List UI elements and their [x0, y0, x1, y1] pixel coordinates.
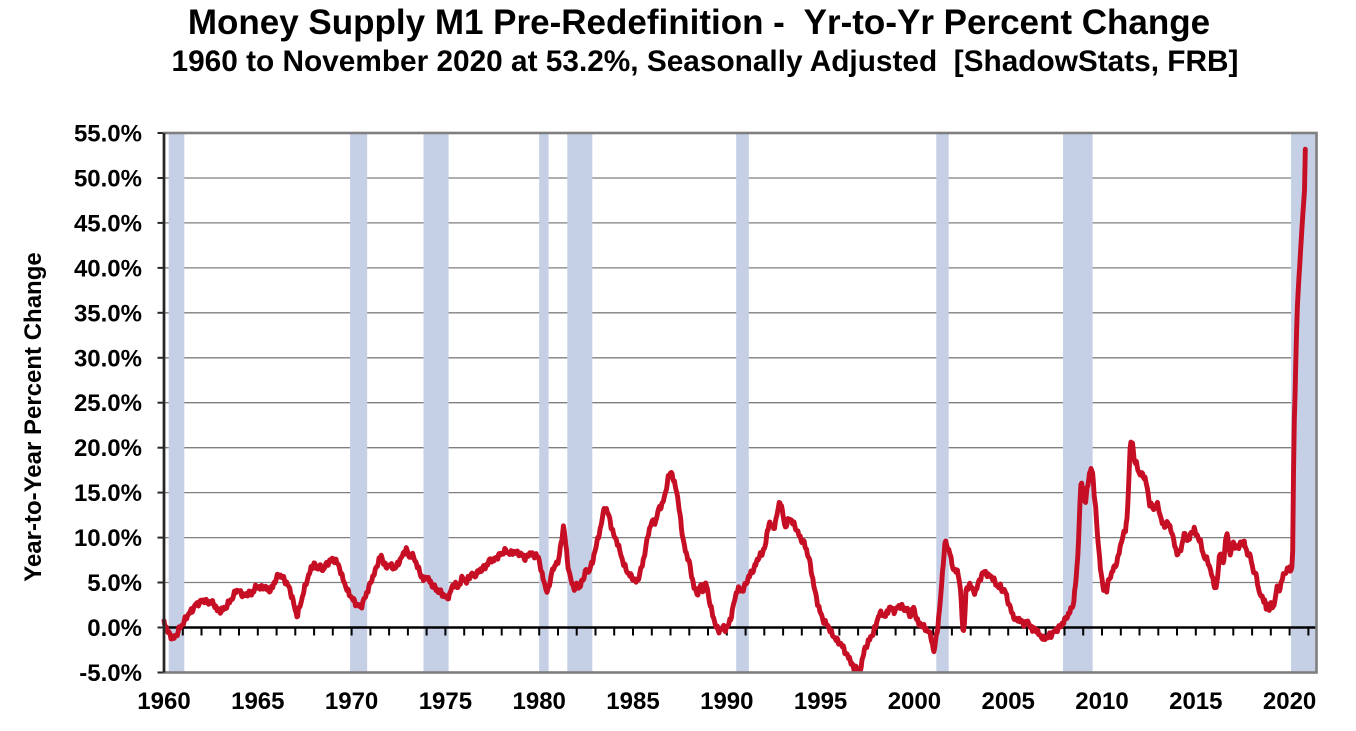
svg-text:1985: 1985 [606, 688, 659, 715]
svg-text:2020: 2020 [1263, 688, 1316, 715]
svg-text:1960 to November 2020 at 53.2%: 1960 to November 2020 at 53.2%, Seasonal… [172, 45, 1239, 78]
svg-text:-5.0%: -5.0% [79, 660, 142, 687]
svg-text:15.0%: 15.0% [74, 480, 142, 507]
svg-text:1970: 1970 [325, 688, 378, 715]
svg-text:2015: 2015 [1169, 688, 1222, 715]
svg-text:1965: 1965 [231, 688, 284, 715]
svg-text:10.0%: 10.0% [74, 525, 142, 552]
svg-text:1980: 1980 [513, 688, 566, 715]
svg-text:45.0%: 45.0% [74, 210, 142, 237]
svg-text:30.0%: 30.0% [74, 345, 142, 372]
svg-text:Year-to-Year Percent Change: Year-to-Year Percent Change [20, 252, 47, 581]
svg-text:1995: 1995 [794, 688, 847, 715]
svg-text:25.0%: 25.0% [74, 390, 142, 417]
svg-text:2000: 2000 [888, 688, 941, 715]
svg-text:5.0%: 5.0% [87, 570, 142, 597]
svg-text:35.0%: 35.0% [74, 300, 142, 327]
svg-text:50.0%: 50.0% [74, 166, 142, 193]
svg-text:1960: 1960 [137, 688, 190, 715]
svg-text:0.0%: 0.0% [87, 615, 142, 642]
svg-text:1975: 1975 [419, 688, 472, 715]
svg-text:40.0%: 40.0% [74, 255, 142, 282]
svg-text:2005: 2005 [982, 688, 1035, 715]
svg-text:55.0%: 55.0% [74, 121, 142, 148]
svg-text:1990: 1990 [700, 688, 753, 715]
svg-text:Money Supply M1 Pre-Redefiniti: Money Supply M1 Pre-Redefinition - Yr-to… [188, 3, 1210, 42]
svg-text:2010: 2010 [1075, 688, 1128, 715]
svg-text:20.0%: 20.0% [74, 435, 142, 462]
